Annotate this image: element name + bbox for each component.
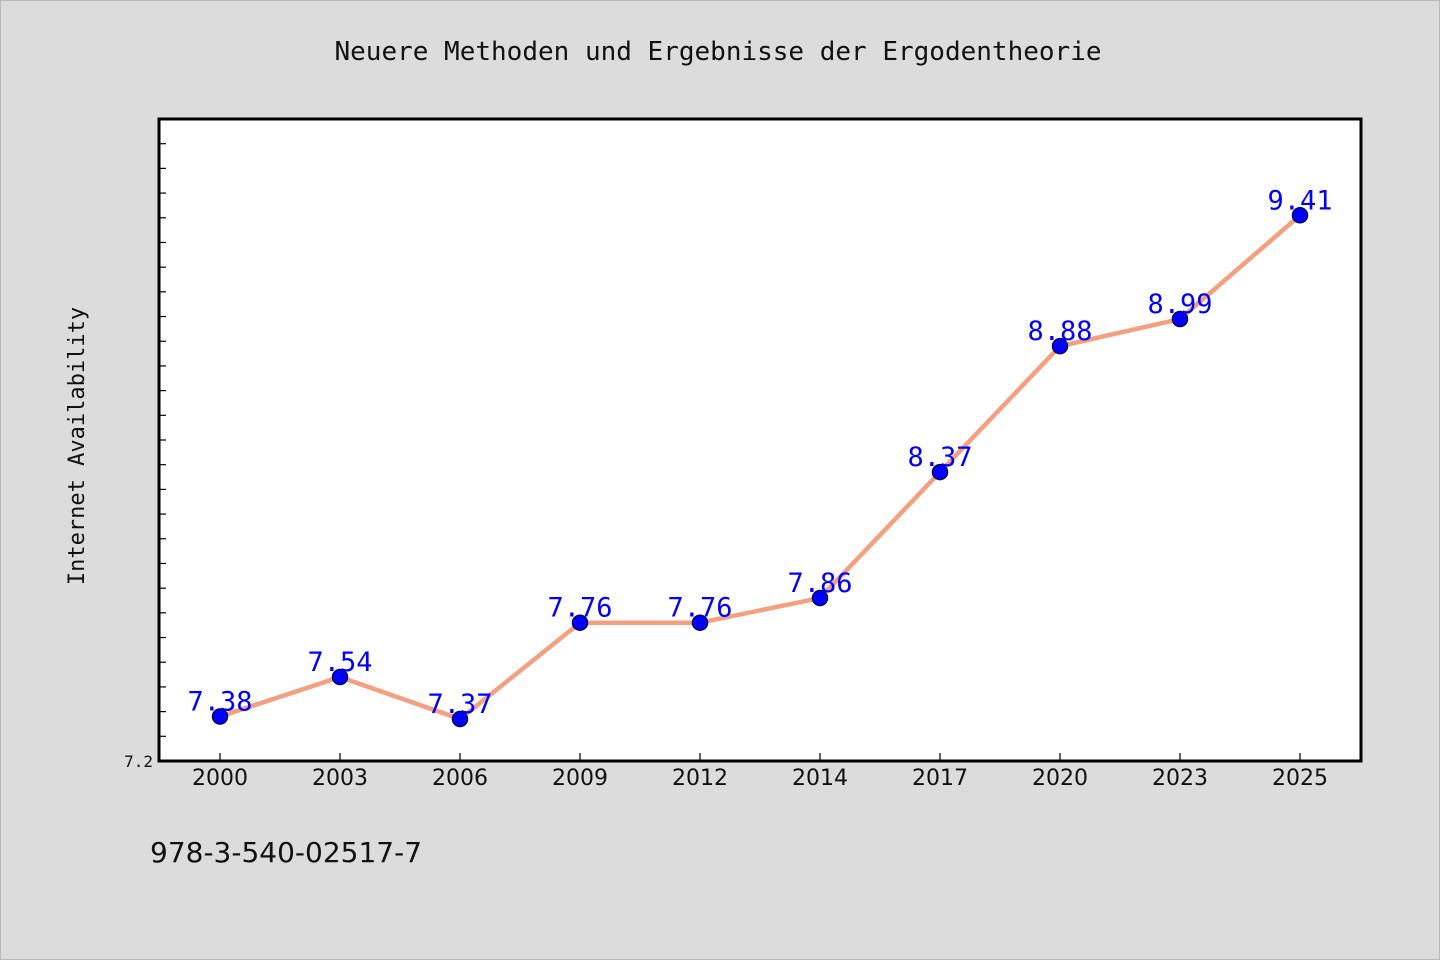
x-tick-label: 2000 [192, 766, 248, 791]
plot-border [157, 117, 1363, 763]
x-tick-label: 2003 [312, 766, 368, 791]
data-label: 7.54 [307, 647, 372, 678]
data-point [211, 708, 229, 725]
data-label: 8.37 [907, 442, 972, 473]
series-line [217, 213, 1303, 722]
x-tick-label: 2023 [1152, 766, 1208, 791]
x-tick-label: 2009 [552, 766, 608, 791]
x-tick-label: 2006 [432, 766, 488, 791]
data-point [1171, 310, 1189, 328]
x-axis-ticks: 2000 2003 2006 2009 2012 2014 2017 2020 2023 2025 [192, 753, 1328, 791]
x-tick-label: 2012 [672, 766, 728, 791]
data-point [811, 589, 829, 607]
plot-area [159, 119, 1361, 761]
chart-title: Neuere Methoden und Ergebnisse der Ergod… [334, 37, 1101, 67]
data-label: 7.37 [427, 689, 492, 720]
data-label: 9.41 [1267, 185, 1332, 216]
data-point [451, 710, 469, 728]
data-point [571, 614, 589, 631]
data-label: 7.76 [547, 593, 612, 624]
data-labels: 7.38 7.54 7.37 7.76 7.76 7.86 8.37 8.88 8.99 9.41 [187, 185, 1332, 720]
x-tick-label: 2017 [912, 766, 968, 791]
series-line-group [217, 213, 1303, 722]
data-point [331, 668, 349, 686]
y-tick-label: 7.2 [124, 752, 153, 771]
data-point [931, 463, 949, 481]
x-tick-label: 2020 [1032, 766, 1088, 791]
y-axis-label: Internet Availability [65, 307, 90, 585]
x-tick-label: 2014 [792, 766, 848, 791]
data-point [1051, 337, 1069, 355]
data-point [1291, 207, 1309, 224]
footer-isbn: 978-3-540-02517-7 [150, 836, 422, 869]
data-label: 7.86 [787, 568, 852, 599]
data-label: 7.38 [187, 687, 252, 718]
data-label: 8.99 [1147, 289, 1212, 320]
x-tick-label: 2025 [1272, 766, 1328, 791]
data-markers [211, 207, 1309, 728]
data-label: 7.76 [667, 593, 732, 624]
data-label: 8.88 [1027, 316, 1092, 347]
data-point [691, 614, 709, 631]
